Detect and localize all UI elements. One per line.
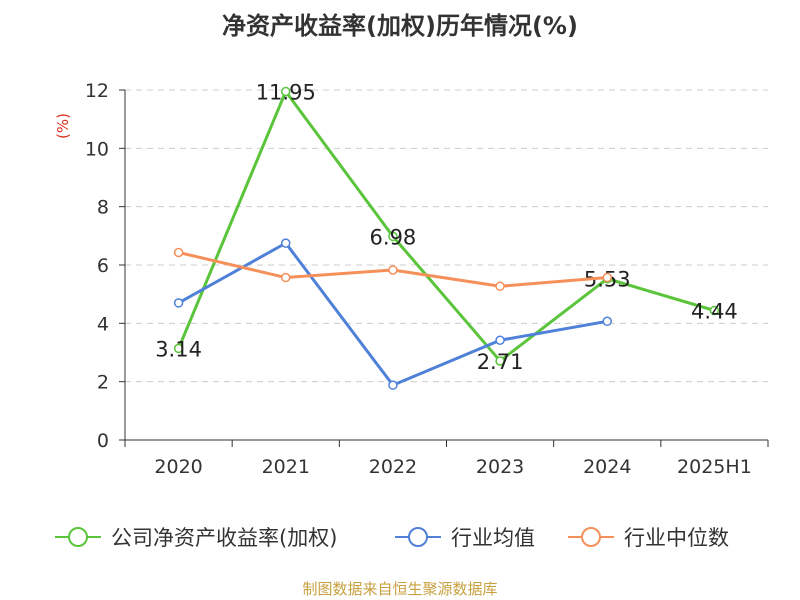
series-line — [177, 241, 608, 387]
y-tick-label: 6 — [97, 255, 109, 277]
x-tick-label: 2020 — [154, 456, 202, 478]
legend: 公司净资产收益率(加权) 行业均值 行业中位数 — [55, 526, 729, 550]
data-label: 11.95 — [256, 80, 316, 104]
chart-title: 净资产收益率(加权)历年情况(%) — [222, 12, 578, 40]
y-tick-label: 10 — [85, 138, 109, 160]
data-point — [281, 272, 291, 283]
y-tick-label: 2 — [97, 372, 109, 394]
data-point — [388, 231, 398, 242]
data-point — [281, 86, 291, 97]
y-tick-label: 8 — [97, 197, 109, 219]
data-point — [709, 305, 720, 316]
legend-label: 公司净资产收益率(加权) — [111, 526, 337, 550]
y-tick-label: 0 — [97, 430, 109, 452]
y-tick-label: 12 — [85, 80, 109, 102]
data-point — [173, 343, 184, 354]
data-point — [602, 316, 612, 327]
x-tick-label: 2021 — [262, 456, 310, 478]
data-point — [495, 281, 505, 292]
legend-marker — [581, 527, 601, 547]
data-label: 3.14 — [155, 337, 202, 361]
y-tick-label: 4 — [97, 313, 109, 335]
series-line — [177, 89, 715, 363]
data-point — [388, 380, 398, 390]
data-point — [173, 298, 184, 308]
x-tick-label: 2025H1 — [677, 456, 752, 478]
data-point — [173, 247, 184, 258]
y-axis-label: (%) — [54, 113, 72, 139]
grid-lines — [125, 89, 768, 383]
x-tick-label: 2022 — [369, 456, 417, 478]
data-point — [495, 335, 505, 345]
data-label: 6.98 — [370, 225, 417, 249]
data-point — [388, 265, 398, 275]
data-point — [602, 272, 612, 283]
source-note: 制图数据来自恒生聚源数据库 — [302, 580, 497, 598]
data-point — [495, 356, 505, 366]
x-tick-label: 2024 — [583, 456, 631, 478]
axes: 0 2 4 6 8 10 12 2020 2021 2022 2023 2024 2025H1 — [85, 80, 769, 478]
legend-marker — [68, 527, 88, 547]
legend-label: 行业中位数 — [624, 526, 729, 550]
data-label: 4.44 — [691, 300, 738, 324]
legend-marker — [408, 527, 428, 547]
data-point — [281, 238, 291, 248]
data-label: 2.71 — [477, 350, 524, 374]
x-tick-label: 2023 — [476, 456, 524, 478]
legend-label: 行业均值 — [451, 526, 535, 550]
